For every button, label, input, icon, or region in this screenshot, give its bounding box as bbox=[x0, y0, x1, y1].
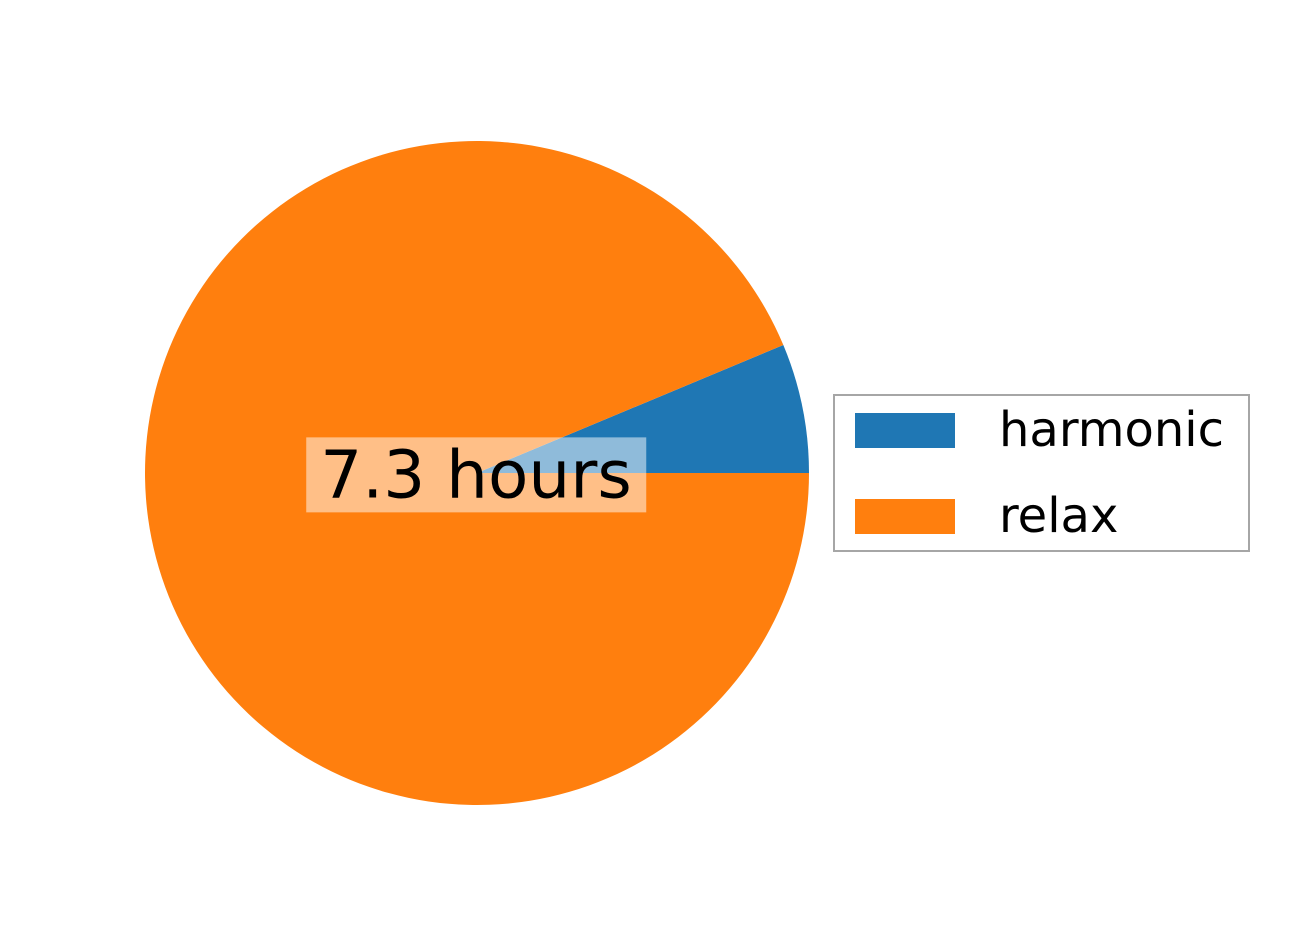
legend-label-relax: relax bbox=[999, 488, 1119, 544]
legend-swatch-relax bbox=[855, 498, 955, 534]
legend: harmonic relax bbox=[833, 394, 1250, 552]
pie-center-label: 7.3 hours bbox=[306, 437, 646, 513]
legend-swatch-harmonic bbox=[855, 412, 955, 448]
legend-item-harmonic: harmonic bbox=[855, 406, 1228, 454]
legend-item-relax: relax bbox=[855, 492, 1228, 540]
legend-label-harmonic: harmonic bbox=[999, 402, 1224, 458]
